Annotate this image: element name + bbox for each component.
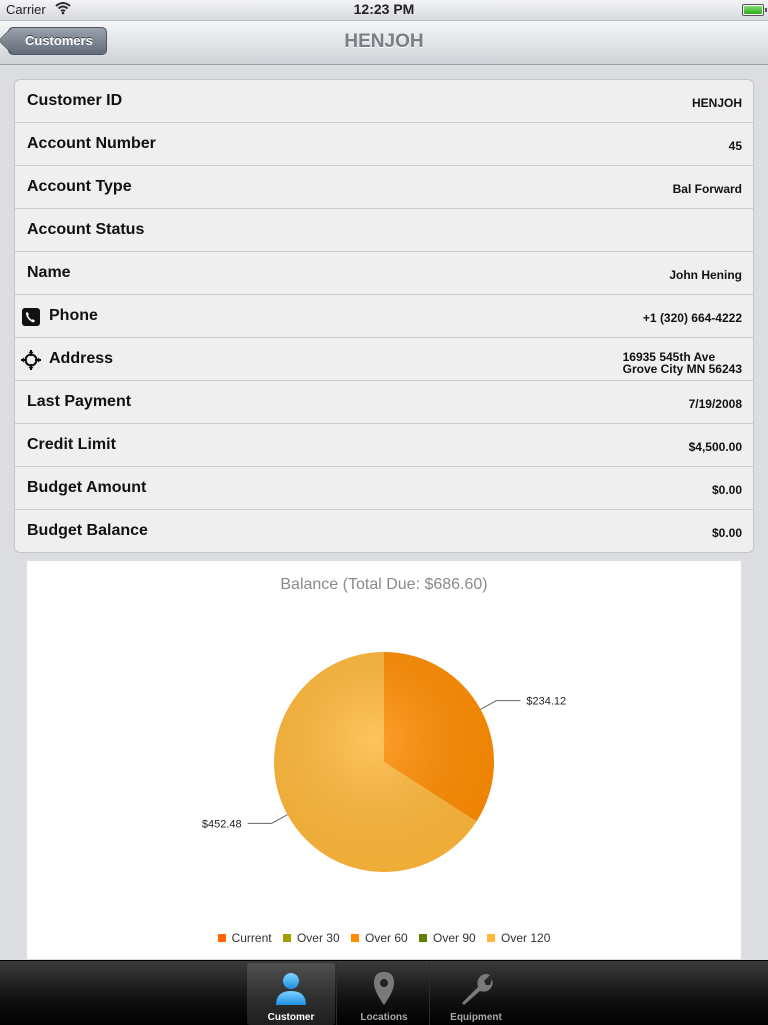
balance-pie-chart: $234.12 $452.48 — [202, 652, 566, 872]
detail-label: Budget Balance — [27, 522, 148, 539]
slice-leader-line — [247, 814, 288, 824]
detail-label: Account Status — [27, 221, 145, 238]
person-icon — [276, 973, 306, 1005]
legend-label: Current — [231, 931, 272, 945]
detail-row-account-type: Account Type Bal Forward — [15, 166, 753, 209]
crosshair-icon[interactable] — [21, 350, 41, 370]
slice-value-label: $234.12 — [526, 696, 566, 708]
detail-label: Phone — [49, 307, 98, 324]
detail-value: John Hening — [669, 268, 742, 282]
detail-label: Budget Amount — [27, 479, 147, 496]
detail-row-last-payment: Last Payment 7/19/2008 — [15, 381, 753, 424]
legend-label: Over 30 — [296, 931, 340, 945]
detail-row-name: Name John Hening — [15, 252, 753, 295]
detail-row-phone[interactable]: Phone +1 (320) 664-4222 — [15, 295, 753, 338]
detail-value: 45 — [728, 139, 742, 153]
chart-legend: Current Over 30 Over 60 Over 90 Over 120 — [27, 931, 741, 945]
tab-label: Locations — [360, 1012, 408, 1023]
wifi-icon — [55, 2, 71, 15]
back-button-label: Customers — [25, 33, 93, 48]
detail-label: Account Type — [27, 178, 132, 195]
detail-value: $0.00 — [711, 526, 742, 540]
status-bar: Carrier 12:23 PM — [0, 0, 768, 21]
detail-label: Address — [49, 350, 114, 367]
detail-row-customer-id: Customer ID HENJOH — [15, 80, 753, 123]
chart-title: Balance (Total Due: $686.60) — [280, 576, 488, 593]
wrench-icon — [462, 974, 493, 1005]
status-time: 12:23 PM — [353, 1, 415, 17]
detail-row-account-status: Account Status — [15, 209, 753, 252]
tab-label: Customer — [267, 1012, 315, 1023]
tab-label: Equipment — [450, 1012, 502, 1023]
tab-equipment[interactable]: Equipment — [432, 963, 520, 1025]
legend-item-over-30: Over 30 — [282, 931, 340, 945]
battery-icon — [742, 4, 767, 16]
legend-swatch — [419, 934, 428, 942]
address-line-1: 16935 545th Ave — [622, 350, 716, 364]
detail-value: HENJOH — [691, 96, 742, 110]
detail-value: 7/19/2008 — [688, 397, 742, 411]
legend-label: Over 120 — [501, 931, 551, 945]
phone-number-value[interactable]: +1 (320) 664-4222 — [642, 311, 742, 325]
legend-item-current: Current — [217, 931, 272, 945]
detail-label: Customer ID — [27, 92, 123, 109]
detail-row-account-number: Account Number 45 — [15, 123, 753, 166]
detail-value: $4,500.00 — [688, 440, 742, 454]
legend-label: Over 90 — [433, 931, 476, 945]
detail-label: Name — [27, 264, 71, 281]
location-pin-icon — [374, 972, 394, 1005]
legend-swatch — [350, 934, 359, 942]
customer-details-table: Customer ID HENJOH Account Number 45 Acc… — [14, 79, 754, 553]
slice-leader-line — [480, 700, 521, 710]
slice-value-label: $452.48 — [202, 818, 242, 830]
tab-locations[interactable]: Locations — [340, 963, 428, 1025]
detail-row-budget-amount: Budget Amount $0.00 — [15, 467, 753, 510]
detail-row-credit-limit: Credit Limit $4,500.00 — [15, 424, 753, 467]
legend-item-over-90: Over 90 — [419, 931, 476, 945]
tab-bar: Customer Locations Equipment — [0, 960, 768, 1025]
detail-label: Last Payment — [27, 393, 132, 410]
detail-value: $0.00 — [711, 483, 742, 497]
navigation-bar: Customers HENJOH — [0, 21, 768, 65]
legend-item-over-120: Over 120 — [487, 931, 550, 945]
phone-icon[interactable] — [21, 307, 41, 327]
detail-value: Bal Forward — [672, 182, 742, 196]
tab-customer[interactable]: Customer — [247, 963, 335, 1025]
detail-label: Credit Limit — [27, 436, 116, 453]
address-value[interactable]: 16935 545th Ave Grove City MN 56243 — [623, 351, 742, 375]
address-line-2: Grove City MN 56243 — [622, 362, 742, 376]
legend-item-over-60: Over 60 — [350, 931, 408, 945]
detail-label: Account Number — [27, 135, 156, 152]
legend-swatch — [487, 934, 496, 942]
back-button[interactable]: Customers — [8, 27, 107, 55]
legend-swatch — [282, 934, 291, 942]
carrier-name: Carrier — [6, 2, 46, 17]
legend-label: Over 60 — [364, 931, 408, 945]
detail-row-address[interactable]: Address 16935 545th Ave Grove City MN 56… — [15, 338, 753, 381]
balance-chart-panel: Balance (Total Due: $686.60) $234.12 $452… — [27, 561, 741, 959]
page-title: HENJOH — [344, 31, 424, 52]
legend-swatch — [217, 934, 226, 942]
detail-row-budget-balance: Budget Balance $0.00 — [15, 510, 753, 552]
